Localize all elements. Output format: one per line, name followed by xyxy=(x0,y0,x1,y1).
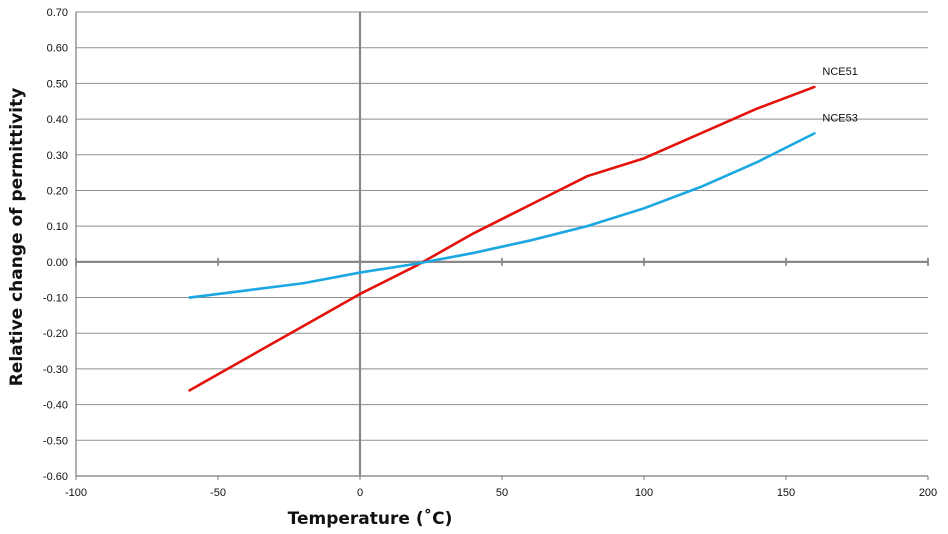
x-tick-label: -50 xyxy=(210,487,226,499)
x-tick-label: 200 xyxy=(919,487,937,499)
series-label-nce51: NCE51 xyxy=(822,66,857,78)
x-tick-label: 50 xyxy=(496,487,508,499)
x-axis-title: Temperature (˚C) xyxy=(288,507,453,529)
y-tick-label: 0.70 xyxy=(47,7,68,19)
axis-layer xyxy=(75,12,929,480)
y-tick-label: -0.30 xyxy=(43,364,68,376)
y-tick-label: 0.40 xyxy=(47,114,68,126)
x-tick-label: 100 xyxy=(635,487,653,499)
series-line-nce53 xyxy=(188,132,816,299)
series-layer xyxy=(188,85,816,392)
y-tick-label: 0.60 xyxy=(47,43,68,55)
y-tick-label: -0.40 xyxy=(43,400,68,412)
y-tick-label: 0.30 xyxy=(47,150,68,162)
y-tick-label: 0.20 xyxy=(47,185,68,197)
y-tick-label: -0.20 xyxy=(43,328,68,340)
y-tick-label: 0.10 xyxy=(47,221,68,233)
x-tick-label: -100 xyxy=(65,487,87,499)
y-tick-label: -0.60 xyxy=(43,471,68,483)
y-tick-label: 0.50 xyxy=(47,78,68,90)
x-tick-label: 0 xyxy=(357,487,363,499)
y-axis-title: Relative change of permittivity xyxy=(7,88,27,387)
series-label-nce53: NCE53 xyxy=(822,112,857,124)
series-line-nce51 xyxy=(188,85,816,392)
y-tick-label: -0.50 xyxy=(43,435,68,447)
x-tick-label: 150 xyxy=(777,487,795,499)
grid-layer xyxy=(76,11,928,477)
y-tick-label: 0.00 xyxy=(47,257,68,269)
label-layer: -0.60 -0.50 -0.40 -0.30 -0.20 -0.10 0.00 0.10 0.… xyxy=(43,7,937,499)
y-tick-label: -0.10 xyxy=(43,293,68,305)
